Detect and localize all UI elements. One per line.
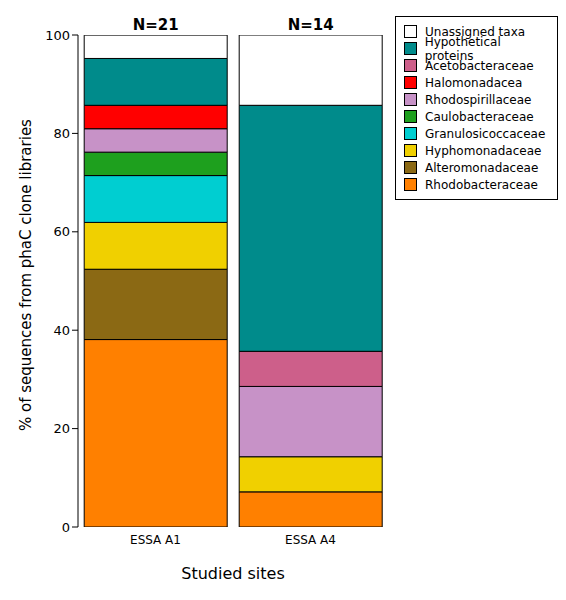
html-text:Unassigned taxa: Unassigned taxa: [425, 24, 526, 39]
html-text:Rhodospirillaceae: Rhodospirillaceae: [425, 92, 532, 107]
html-text:Hyphomonadaceae: Hyphomonadaceae: [425, 143, 542, 158]
html-text:Alteromonadaceae: Alteromonadaceae: [425, 160, 539, 175]
svg-text:60: 60: [53, 224, 70, 239]
html-text:Hypothetical proteins: Hypothetical proteins: [424, 34, 501, 63]
svg-text:40: 40: [53, 323, 70, 338]
svg-text:100: 100: [45, 28, 70, 43]
html-text:Halomonadacea: Halomonadacea: [425, 75, 523, 90]
svg-text:ESSA A1: ESSA A1: [130, 533, 181, 547]
html-text:Granulosicoccaceae: Granulosicoccaceae: [425, 126, 546, 141]
svg-text:N=21: N=21: [133, 16, 179, 34]
svg-text:80: 80: [53, 126, 70, 141]
svg-text:Studied sites: Studied sites: [181, 564, 285, 583]
svg-text:% of sequences from phaC clone: % of sequences from phaC clone libraries: [17, 119, 35, 431]
svg-text:20: 20: [53, 421, 70, 436]
html-text:Acetobacteraceae: Acetobacteraceae: [425, 58, 534, 73]
svg-text:N=14: N=14: [288, 16, 334, 34]
html-text:Caulobacteraceae: Caulobacteraceae: [425, 109, 534, 124]
html-text:Rhodobacteraceae: Rhodobacteraceae: [425, 177, 538, 192]
svg-text:0: 0: [62, 520, 70, 535]
svg-text:ESSA A4: ESSA A4: [285, 533, 336, 547]
